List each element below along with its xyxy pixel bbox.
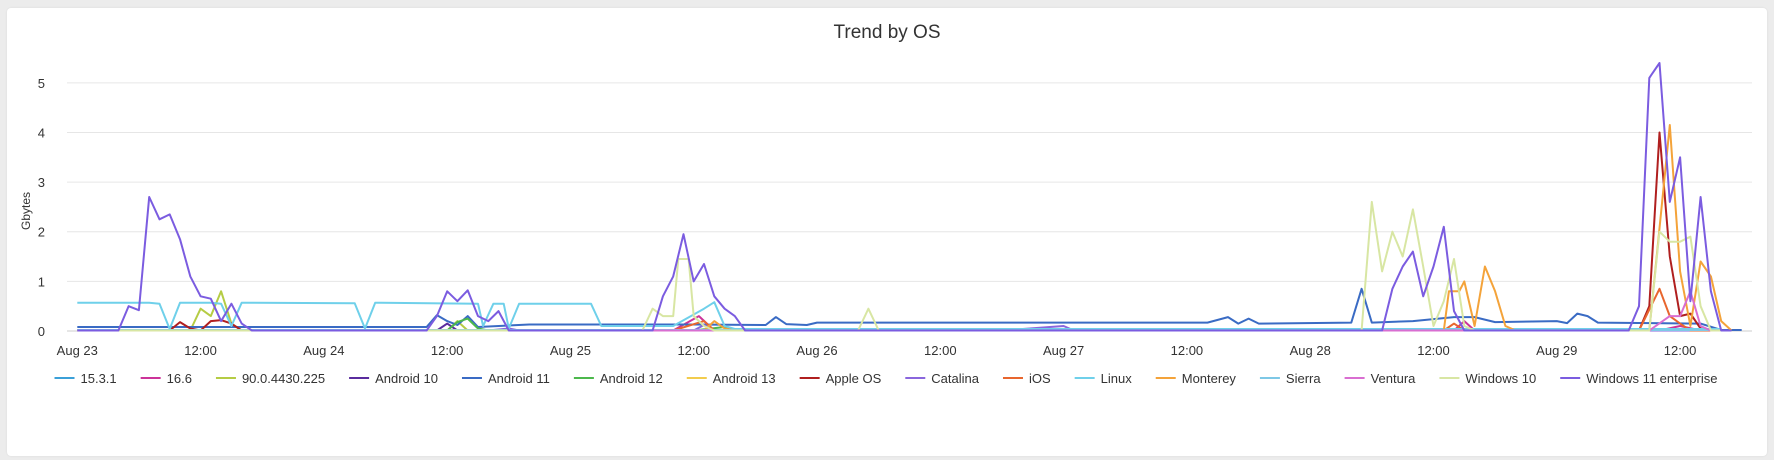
series-line [77, 287, 1742, 331]
x-tick-label: Aug 26 [796, 343, 837, 358]
series-line [77, 124, 1733, 332]
legend-item[interactable]: Windows 10 [1439, 371, 1536, 386]
y-tick-label: 4 [38, 125, 45, 140]
legend: 15.3.1 16.6 90.0.4430.225 Android 10 Android… [54, 371, 1717, 386]
y-tick-label: 5 [38, 76, 45, 91]
x-tick-label: Aug 23 [57, 343, 98, 358]
x-tick-label: 12:00 [1171, 343, 1204, 358]
legend-label: Android 12 [600, 371, 663, 386]
legend-label: Windows 10 [1465, 371, 1536, 386]
x-tick-label: 12:00 [677, 343, 710, 358]
x-tick-label: Aug 24 [303, 343, 344, 358]
series-line [77, 62, 1732, 332]
legend-label: Sierra [1286, 371, 1321, 386]
x-tick-label: 12:00 [1664, 343, 1697, 358]
y-tick-label: 2 [38, 225, 45, 240]
legend-item[interactable]: iOS [1002, 371, 1051, 386]
gridlines [67, 82, 1752, 332]
y-axis-label: Gbytes [19, 192, 33, 230]
x-tick-labels: Aug 23 12:00 Aug 24 12:00 Aug 25 12:00 Aug 26 1… [57, 343, 1697, 358]
legend-item[interactable]: Apple OS [799, 371, 882, 386]
legend-label: Windows 11 enterprise [1586, 371, 1717, 386]
series-line [77, 301, 1722, 330]
legend-item[interactable]: Windows 11 enterprise [1560, 371, 1717, 386]
y-tick-label: 1 [38, 274, 45, 289]
legend-label: Android 13 [713, 371, 776, 386]
series-line [77, 290, 1722, 332]
x-tick-label: 12:00 [924, 343, 957, 358]
y-tick-label: 0 [38, 324, 45, 339]
legend-item[interactable]: 15.3.1 [54, 371, 117, 386]
series-line [77, 200, 1722, 332]
x-tick-label: 12:00 [431, 343, 464, 358]
legend-item[interactable]: Android 11 [461, 371, 550, 386]
legend-label: Android 10 [375, 371, 438, 386]
legend-label: Apple OS [826, 371, 882, 386]
legend-label: 16.6 [167, 371, 192, 386]
x-tick-label: Aug 29 [1536, 343, 1577, 358]
legend-label: Monterey [1182, 371, 1237, 386]
legend-label: Catalina [931, 371, 979, 386]
x-tick-label: Aug 28 [1290, 343, 1331, 358]
legend-item[interactable]: Android 13 [686, 371, 776, 386]
legend-label: Android 11 [488, 371, 550, 386]
y-tick-labels: 0 1 2 3 4 5 [38, 76, 45, 339]
legend-item[interactable]: Linux [1074, 371, 1133, 386]
legend-item[interactable]: Monterey [1155, 371, 1237, 386]
legend-item[interactable]: Ventura [1344, 371, 1417, 386]
legend-label: Ventura [1371, 371, 1417, 386]
y-tick-label: 3 [38, 175, 45, 190]
x-tick-label: 12:00 [1417, 343, 1450, 358]
legend-item[interactable]: Catalina [905, 371, 980, 386]
legend-item[interactable]: Android 10 [349, 371, 438, 386]
legend-item[interactable]: Android 12 [573, 371, 663, 386]
chart-title: Trend by OS [833, 22, 940, 43]
legend-item[interactable]: Sierra [1259, 371, 1321, 386]
x-tick-label: Aug 27 [1043, 343, 1084, 358]
x-tick-label: Aug 25 [550, 343, 591, 358]
x-tick-label: 12:00 [184, 343, 217, 358]
series-lines [77, 62, 1742, 332]
legend-label: 90.0.4430.225 [242, 371, 325, 386]
legend-label: iOS [1029, 371, 1051, 386]
legend-label: Linux [1101, 371, 1133, 386]
legend-item[interactable]: 90.0.4430.225 [215, 371, 325, 386]
legend-item[interactable]: 16.6 [140, 371, 192, 386]
legend-label: 15.3.1 [81, 371, 117, 386]
